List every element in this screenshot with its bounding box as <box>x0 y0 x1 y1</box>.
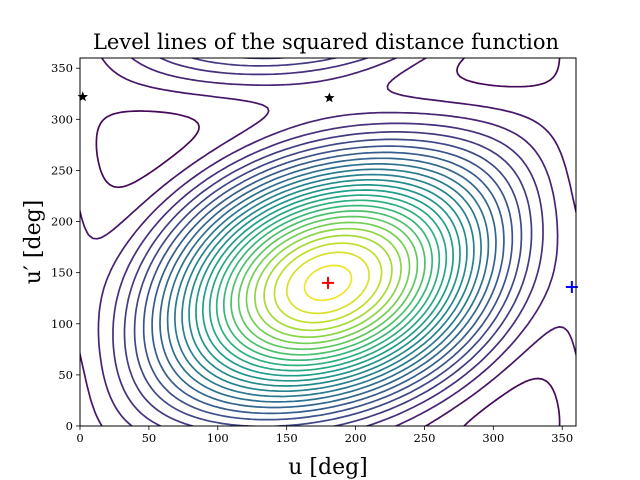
x-tick-label: 350 <box>551 431 573 445</box>
contour-level <box>230 210 426 356</box>
x-axis-ticks: 0 50 100 150 200 250 300 350 <box>76 426 573 445</box>
contour-level <box>80 58 576 426</box>
contour-level <box>263 234 393 332</box>
star-marker <box>324 92 335 103</box>
y-tick-label: 150 <box>51 266 73 280</box>
contour-level <box>112 58 544 426</box>
x-tick-label: 200 <box>345 431 367 445</box>
contour-level <box>97 58 559 426</box>
contour-level <box>201 189 454 377</box>
contour-level <box>195 184 461 382</box>
contour-level <box>95 58 561 426</box>
contour-level <box>208 194 448 372</box>
contour-level <box>273 242 383 324</box>
contour-level <box>181 173 475 393</box>
x-tick-label: 150 <box>276 431 298 445</box>
y-tick-label: 200 <box>51 215 73 229</box>
contour-level <box>174 168 482 398</box>
y-axis-ticks: 0 50 100 150 200 250 300 350 <box>51 61 80 433</box>
x-axis-label: u [deg] <box>288 455 368 480</box>
contour-level <box>237 215 419 351</box>
y-tick-label: 100 <box>51 317 73 331</box>
contour-level <box>133 58 523 426</box>
x-tick-label: 50 <box>142 431 157 445</box>
plus-marker <box>322 276 334 289</box>
y-tick-label: 0 <box>66 419 73 433</box>
contour-level <box>151 151 505 415</box>
contour-level <box>142 145 514 421</box>
y-tick-label: 350 <box>51 61 73 75</box>
x-tick-label: 0 <box>76 431 83 445</box>
chart-title: Level lines of the squared distance func… <box>93 30 559 54</box>
y-axis-label: u′ [deg] <box>21 200 46 285</box>
y-tick-label: 300 <box>51 112 73 126</box>
y-tick-label: 50 <box>58 368 73 382</box>
y-tick-label: 250 <box>51 163 73 177</box>
contour-level <box>303 264 353 302</box>
x-tick-label: 300 <box>482 431 504 445</box>
contour-level <box>222 204 434 362</box>
contour-level <box>159 157 497 409</box>
contour-level <box>285 251 370 315</box>
x-tick-label: 100 <box>207 431 229 445</box>
contour-level <box>166 163 490 403</box>
contour-level <box>123 58 533 426</box>
contour-level <box>215 199 441 367</box>
plot-frame <box>79 57 577 427</box>
markers <box>77 91 578 293</box>
contour-level <box>254 227 402 338</box>
x-tick-label: 250 <box>413 431 435 445</box>
contour-level <box>188 178 468 387</box>
star-marker <box>77 91 88 102</box>
contour-lines <box>80 58 576 426</box>
contour-level <box>245 221 411 345</box>
